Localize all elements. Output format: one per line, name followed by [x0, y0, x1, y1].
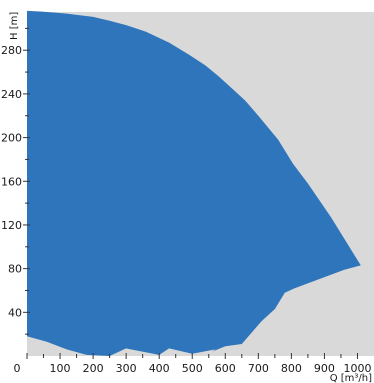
y-tick-label: 200: [1, 132, 22, 145]
y-tick-label: 160: [1, 175, 22, 188]
x-tick-label: 300: [116, 362, 137, 375]
x-tick-label: 100: [50, 362, 71, 375]
y-tick-label: 80: [8, 263, 22, 276]
x-tick-label: 700: [248, 362, 269, 375]
x-tick-label: 800: [281, 362, 302, 375]
y-tick-label: 120: [1, 219, 22, 232]
x-tick-label: 200: [83, 362, 104, 375]
x-tick-label: 600: [215, 362, 236, 375]
x-tick-label: 1000: [343, 362, 371, 375]
y-axis: 40 80 120 160 200 240 280: [1, 27, 30, 335]
x-tick-label: 500: [182, 362, 203, 375]
x-axis: 0 100 200 300 400 500 600 700 800 900 1000: [14, 353, 371, 375]
x-tick-label: 400: [149, 362, 170, 375]
y-tick-label: 280: [1, 44, 22, 57]
operating-envelope-area: [27, 10, 361, 357]
y-tick-label: 240: [1, 88, 22, 101]
x-tick-label: 900: [314, 362, 335, 375]
x-axis-label: Q [m³/h]: [330, 373, 372, 383]
y-tick-label: 40: [8, 306, 22, 319]
y-axis-label: H [m]: [9, 12, 20, 40]
x-tick-label: 0: [14, 362, 21, 375]
